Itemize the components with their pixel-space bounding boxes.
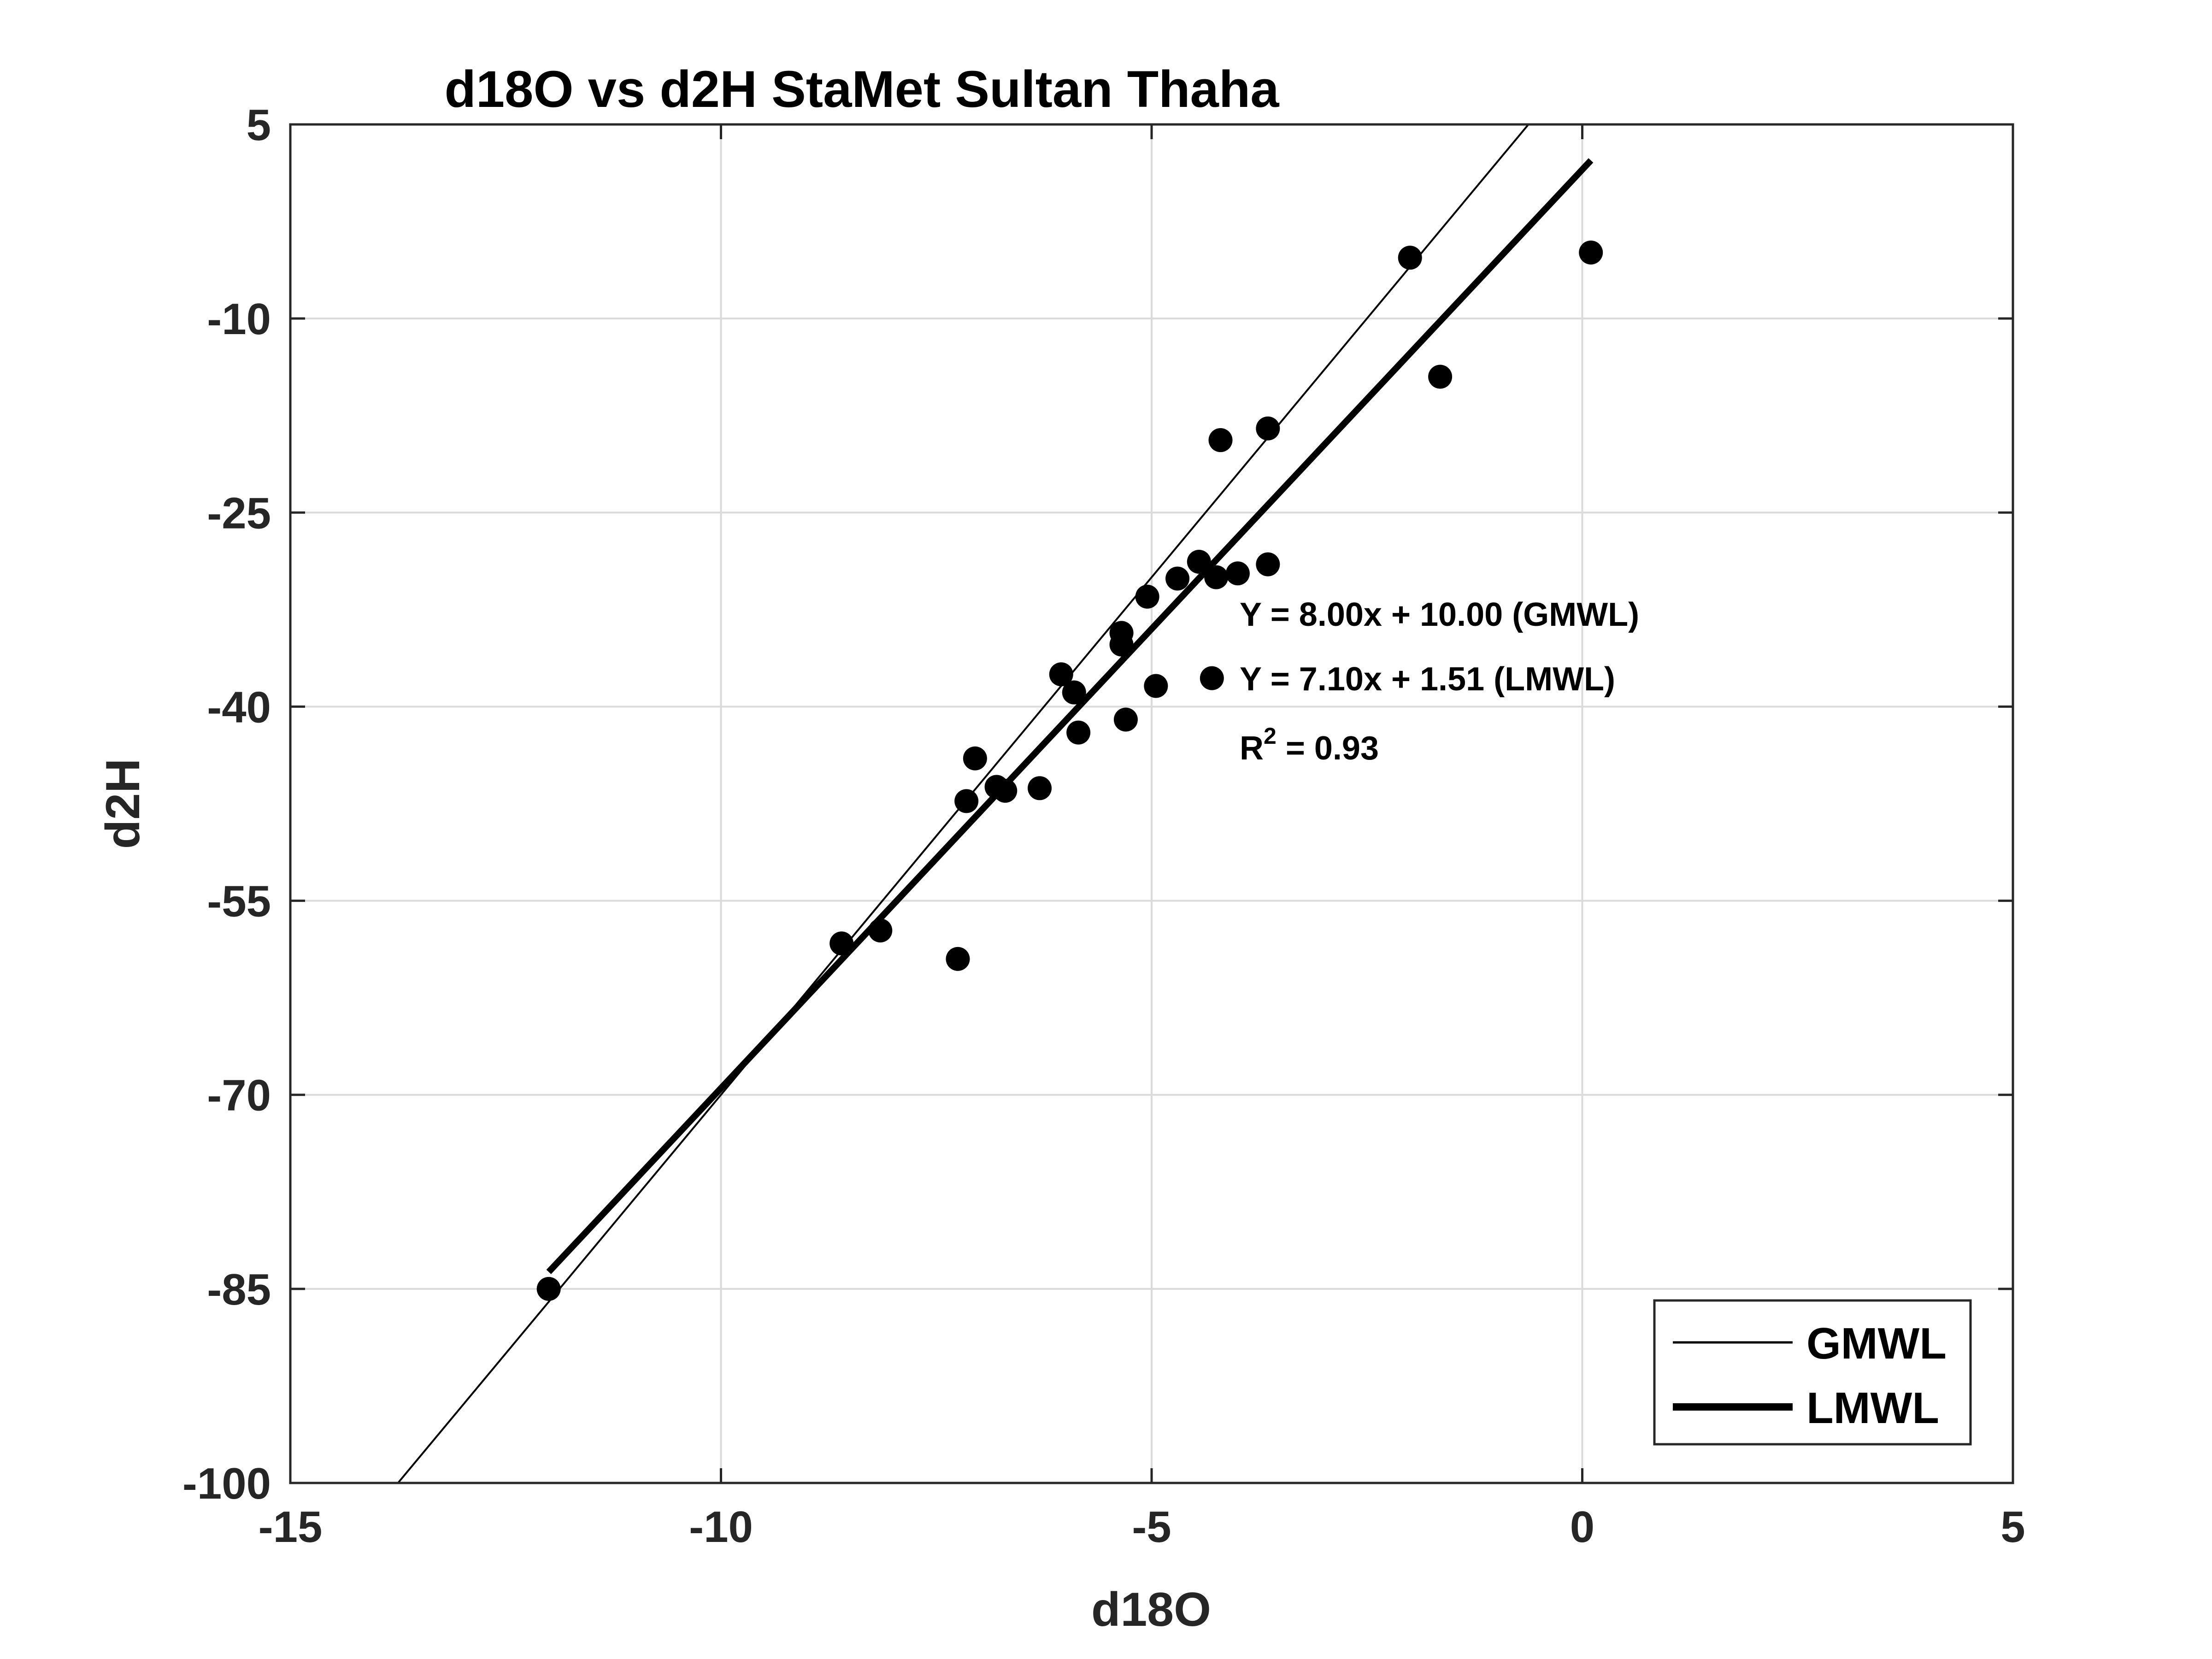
x-tick-label: -10 — [689, 1502, 753, 1552]
data-point — [1428, 365, 1453, 389]
y-tick-label: -55 — [207, 877, 271, 926]
gmwl-equation: Y = 8.00x + 10.00 (GMWL) — [1240, 596, 1639, 633]
data-point — [1049, 662, 1073, 687]
data-point — [1062, 680, 1086, 705]
data-point — [1135, 584, 1159, 609]
y-tick-label: -85 — [207, 1265, 271, 1314]
r-squared-superscript: 2 — [1264, 723, 1277, 749]
equation-annotations: Y = 8.00x + 10.00 (GMWL) Y = 7.10x + 1.5… — [1240, 596, 1639, 767]
r-squared-value: = 0.93 — [1277, 730, 1379, 767]
x-tick-label: 0 — [1570, 1502, 1594, 1552]
chart-title: d18O vs d2H StaMet Sultan Thaha — [444, 60, 1279, 118]
data-point — [1256, 416, 1280, 441]
y-tick-label: 5 — [247, 100, 271, 150]
data-point — [1225, 561, 1250, 586]
legend-box — [1653, 1299, 1972, 1446]
data-point — [1208, 428, 1233, 453]
x-tick-label: 5 — [2000, 1502, 2025, 1552]
y-tick-label: -10 — [207, 294, 271, 344]
data-point — [1256, 552, 1280, 577]
legend-label-lmwl: LMWL — [1806, 1383, 1939, 1433]
data-point — [1187, 549, 1211, 574]
lmwl-equation: Y = 7.10x + 1.51 (LMWL) — [1240, 661, 1615, 698]
data-point — [1066, 720, 1091, 745]
data-point — [1398, 246, 1422, 270]
data-point — [1200, 666, 1224, 690]
data-point — [1579, 240, 1603, 265]
x-tick-labels: -15 -10 -5 0 5 — [259, 1502, 2025, 1552]
data-point — [1165, 566, 1190, 591]
data-point — [868, 918, 893, 943]
legend: GMWL LMWL — [1653, 1299, 1972, 1446]
data-point — [1204, 565, 1229, 589]
x-tick-label: -5 — [1132, 1502, 1171, 1552]
y-axis-title: d2H — [96, 759, 150, 849]
data-point — [1109, 632, 1134, 657]
data-point — [830, 931, 854, 956]
legend-label-gmwl: GMWL — [1806, 1319, 1947, 1368]
data-point — [1113, 707, 1138, 732]
y-tick-label: -100 — [182, 1459, 271, 1508]
grid-lines — [290, 124, 2013, 1483]
data-point — [946, 947, 970, 971]
data-point — [536, 1277, 561, 1301]
data-point — [1028, 776, 1052, 800]
regression-line-lmwl — [546, 158, 1594, 1274]
data-point — [954, 789, 979, 813]
data-point — [1144, 674, 1168, 698]
x-axis-title: d18O — [1091, 1583, 1211, 1636]
y-tick-label: -70 — [207, 1071, 271, 1120]
y-tick-labels: -100 -85 -70 -55 -40 -25 -10 5 — [182, 100, 271, 1508]
x-tick-label: -15 — [259, 1502, 323, 1552]
r-squared-annotation: R2 = 0.93 — [1240, 723, 1379, 767]
y-tick-label: -40 — [207, 682, 271, 732]
r-squared-letter: R — [1240, 730, 1264, 767]
data-point — [993, 778, 1018, 803]
y-tick-label: -25 — [207, 488, 271, 538]
data-points — [536, 240, 1603, 1301]
plot-border — [289, 123, 2014, 1484]
data-point — [963, 746, 987, 771]
